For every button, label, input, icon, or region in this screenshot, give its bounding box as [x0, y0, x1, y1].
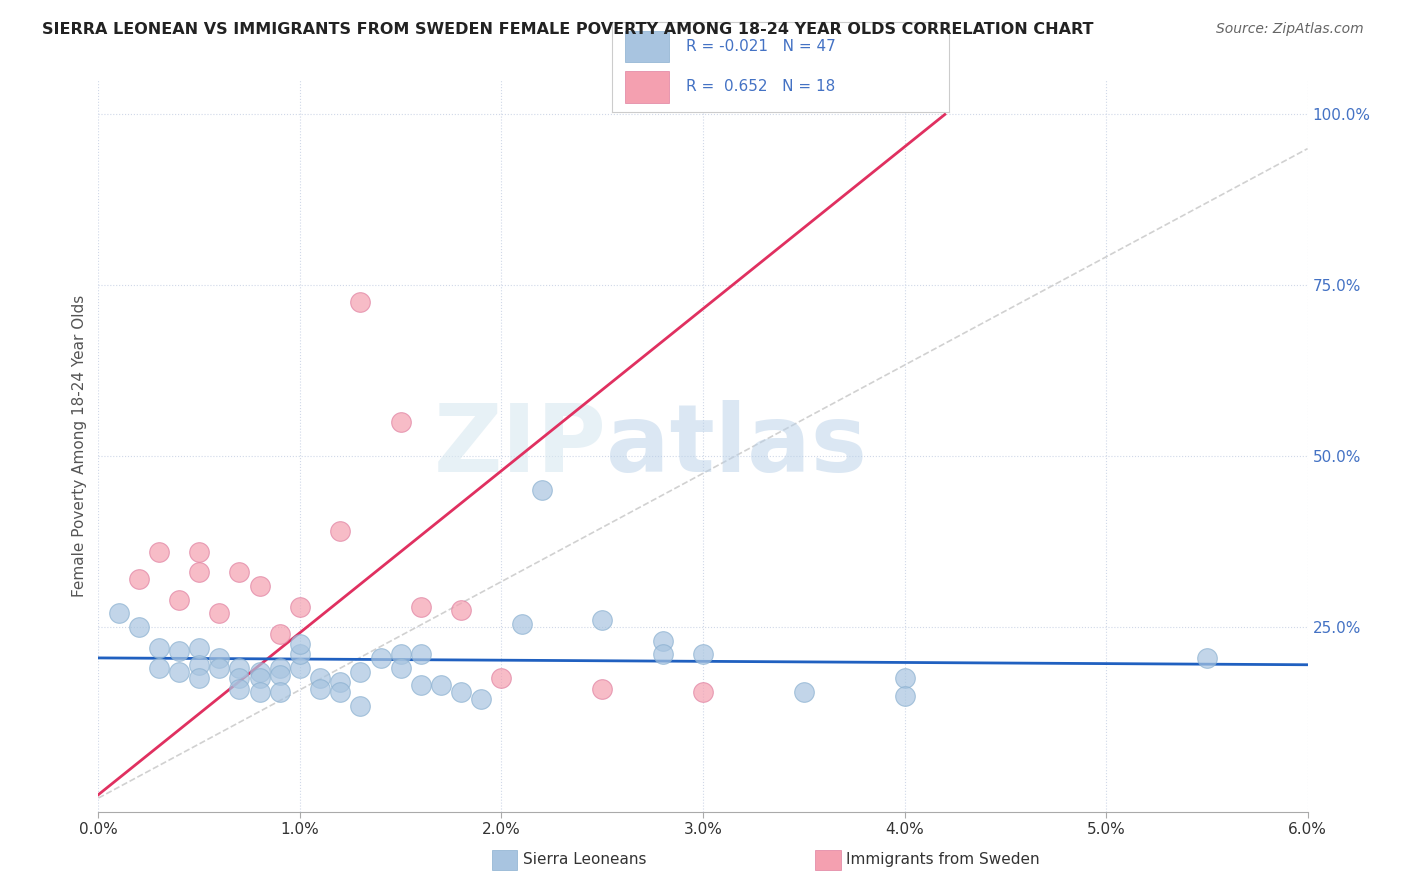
Point: [651, 633, 673, 648]
Point: [530, 483, 553, 498]
Point: [148, 640, 170, 655]
Point: [107, 607, 129, 621]
Point: [329, 685, 352, 699]
Point: [389, 661, 412, 675]
Point: [389, 415, 412, 429]
Point: [228, 672, 250, 686]
Point: [167, 592, 190, 607]
Point: [591, 681, 613, 696]
Point: [249, 685, 271, 699]
Point: [510, 616, 533, 631]
Text: Sierra Leoneans: Sierra Leoneans: [523, 853, 647, 867]
Point: [309, 681, 332, 696]
Point: [470, 692, 492, 706]
Point: [692, 648, 714, 662]
Point: [329, 524, 352, 539]
Point: [370, 651, 392, 665]
Point: [128, 620, 150, 634]
Point: [269, 627, 291, 641]
Point: [188, 566, 211, 580]
Text: atlas: atlas: [606, 400, 868, 492]
Text: Source: ZipAtlas.com: Source: ZipAtlas.com: [1216, 22, 1364, 37]
Point: [249, 672, 271, 686]
Text: ZIP: ZIP: [433, 400, 606, 492]
Point: [409, 599, 432, 614]
Point: [188, 545, 211, 559]
Point: [651, 648, 673, 662]
Point: [188, 672, 211, 686]
Point: [409, 678, 432, 692]
Point: [148, 545, 170, 559]
Text: Immigrants from Sweden: Immigrants from Sweden: [846, 853, 1040, 867]
Point: [208, 651, 231, 665]
Point: [208, 607, 231, 621]
Point: [288, 661, 311, 675]
Point: [409, 648, 432, 662]
Point: [128, 572, 150, 586]
Point: [188, 657, 211, 672]
Point: [269, 685, 291, 699]
Point: [288, 599, 311, 614]
Point: [167, 644, 190, 658]
Text: SIERRA LEONEAN VS IMMIGRANTS FROM SWEDEN FEMALE POVERTY AMONG 18-24 YEAR OLDS CO: SIERRA LEONEAN VS IMMIGRANTS FROM SWEDEN…: [42, 22, 1094, 37]
Point: [269, 661, 291, 675]
Point: [288, 637, 311, 651]
Point: [450, 603, 472, 617]
Point: [450, 685, 472, 699]
Point: [591, 613, 613, 627]
Point: [893, 672, 915, 686]
Point: [228, 661, 250, 675]
Point: [208, 661, 231, 675]
Point: [893, 689, 915, 703]
Point: [167, 665, 190, 679]
Text: R = -0.021   N = 47: R = -0.021 N = 47: [686, 39, 835, 54]
Point: [329, 674, 352, 689]
Point: [249, 579, 271, 593]
Point: [349, 665, 371, 679]
Text: R =  0.652   N = 18: R = 0.652 N = 18: [686, 79, 835, 95]
Point: [309, 672, 332, 686]
FancyBboxPatch shape: [626, 71, 669, 103]
Point: [793, 685, 815, 699]
Point: [1195, 651, 1218, 665]
Point: [430, 678, 453, 692]
Point: [148, 661, 170, 675]
Point: [491, 672, 513, 686]
Point: [269, 668, 291, 682]
Point: [228, 681, 250, 696]
Y-axis label: Female Poverty Among 18-24 Year Olds: Female Poverty Among 18-24 Year Olds: [72, 295, 87, 597]
Point: [288, 648, 311, 662]
Point: [692, 685, 714, 699]
Point: [228, 566, 250, 580]
Point: [389, 648, 412, 662]
Point: [349, 698, 371, 713]
Point: [188, 640, 211, 655]
Point: [349, 295, 371, 310]
FancyBboxPatch shape: [626, 31, 669, 62]
Point: [249, 665, 271, 679]
